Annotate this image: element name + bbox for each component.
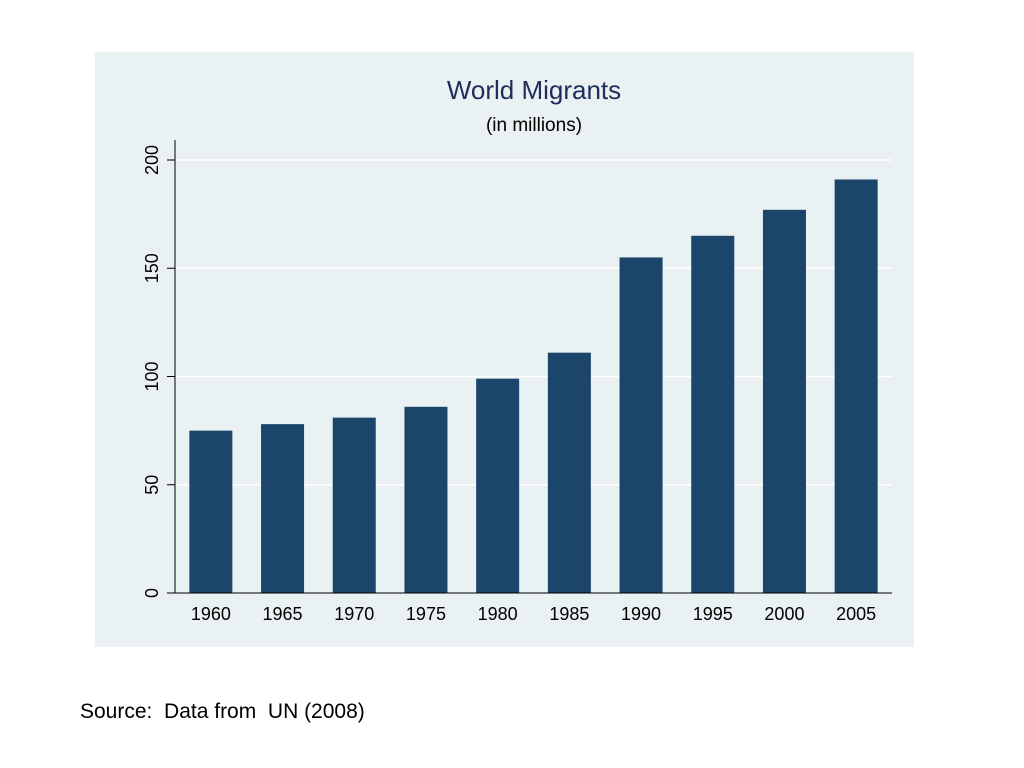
x-tick-label-1975: 1975 xyxy=(406,604,446,624)
bar-2000 xyxy=(762,209,806,594)
chart-subtitle: (in millions) xyxy=(486,115,582,136)
bar-1995 xyxy=(691,235,735,593)
bars xyxy=(189,179,878,594)
x-tick-label-1965: 1965 xyxy=(263,604,303,624)
x-tick-label-1960: 1960 xyxy=(191,604,231,624)
y-axis-ticks: 0 50 100 150 200 xyxy=(142,145,175,598)
x-tick-label-2005: 2005 xyxy=(836,604,876,624)
x-tick-label-2000: 2000 xyxy=(764,604,804,624)
x-tick-label-1970: 1970 xyxy=(334,604,374,624)
y-tick-label-200: 200 xyxy=(142,145,162,175)
bar-1975 xyxy=(404,406,448,593)
bar-2005 xyxy=(834,179,878,594)
axes xyxy=(174,140,892,594)
y-tick-label-100: 100 xyxy=(142,361,162,391)
x-tick-label-1990: 1990 xyxy=(621,604,661,624)
bar-1985 xyxy=(547,352,591,593)
x-tick-label-1995: 1995 xyxy=(693,604,733,624)
chart-title: World Migrants xyxy=(447,75,621,105)
bar-1960 xyxy=(189,430,233,593)
bar-1970 xyxy=(332,417,376,593)
bar-1990 xyxy=(619,257,663,593)
y-tick-label-0: 0 xyxy=(142,588,162,598)
y-tick-label-50: 50 xyxy=(142,475,162,495)
bar-1965 xyxy=(261,424,305,593)
source-note: Source: Data from UN (2008) xyxy=(80,700,365,723)
x-tick-label-1980: 1980 xyxy=(478,604,518,624)
x-axis-ticks: 1960 1965 1970 1975 1980 1985 1990 1995 2000 2005 xyxy=(191,604,876,624)
bar-1980 xyxy=(476,378,520,593)
y-tick-label-150: 150 xyxy=(142,253,162,283)
x-tick-label-1985: 1985 xyxy=(549,604,589,624)
